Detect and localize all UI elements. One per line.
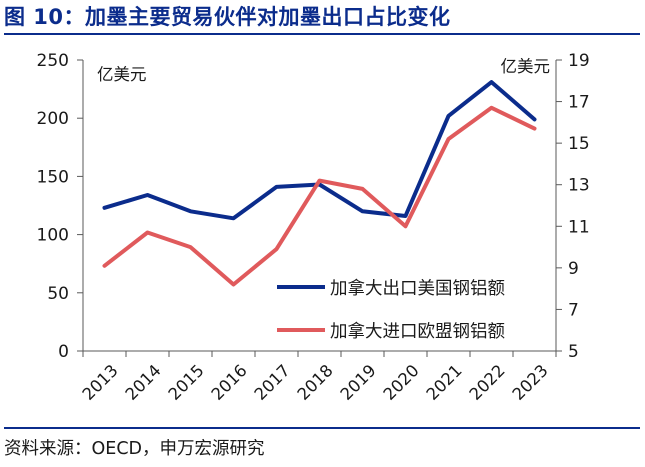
y-left-tick-label: 150	[37, 167, 69, 187]
y-right-tick-label: 5	[568, 342, 579, 362]
series-line-eu-import	[102, 105, 537, 287]
y-left-tick-label: 200	[37, 109, 69, 129]
y-right-unit-label: 亿美元	[501, 57, 551, 76]
x-tick-label: 2022	[466, 361, 509, 404]
y-left-unit-label: 亿美元	[97, 65, 147, 84]
y-left-tick-label: 50	[47, 284, 69, 304]
x-tick-label: 2014	[122, 361, 165, 404]
figure-title: 图 10：加墨主要贸易伙伴对加墨出口占比变化	[4, 5, 451, 29]
footer-divider	[4, 427, 640, 429]
source-note: 资料来源：OECD，申万宏源研究	[4, 439, 265, 459]
series-line-us-export	[102, 80, 537, 221]
y-right-tick-label: 9	[568, 259, 579, 279]
y-right-tick-label: 17	[568, 93, 590, 113]
x-tick-label: 2019	[337, 361, 380, 404]
chart-axes: 0 50 100 150 200 250 5 7 9 11 13 15 17 19 2013 2014 2015…	[37, 51, 590, 404]
x-tick-label: 2015	[165, 361, 208, 404]
title-divider	[4, 33, 640, 35]
y-right-tick-label: 13	[568, 176, 590, 196]
x-tick-label: 2020	[380, 361, 423, 404]
y-left-tick-label: 0	[58, 342, 69, 362]
line-chart: 0 50 100 150 200 250 5 7 9 11 13 15 17 19 2013 2014 2015…	[37, 51, 590, 404]
x-tick-label: 2021	[423, 361, 466, 404]
y-right-tick-label: 11	[568, 217, 590, 237]
x-tick-label: 2013	[79, 361, 122, 404]
x-tick-label: 2017	[251, 361, 294, 404]
legend-label: 加拿大进口欧盟钢铝额	[330, 321, 505, 342]
x-tick-label: 2018	[294, 361, 337, 404]
x-tick-label: 2023	[509, 361, 552, 404]
x-tick-label: 2016	[208, 361, 251, 404]
legend-label: 加拿大出口美国钢铝额	[330, 278, 505, 299]
y-right-tick-label: 15	[568, 134, 590, 154]
y-left-tick-label: 100	[37, 226, 69, 246]
y-right-tick-label: 7	[568, 300, 579, 320]
y-left-tick-label: 250	[37, 51, 69, 71]
chart-series	[102, 80, 537, 287]
y-right-tick-label: 19	[568, 51, 590, 71]
